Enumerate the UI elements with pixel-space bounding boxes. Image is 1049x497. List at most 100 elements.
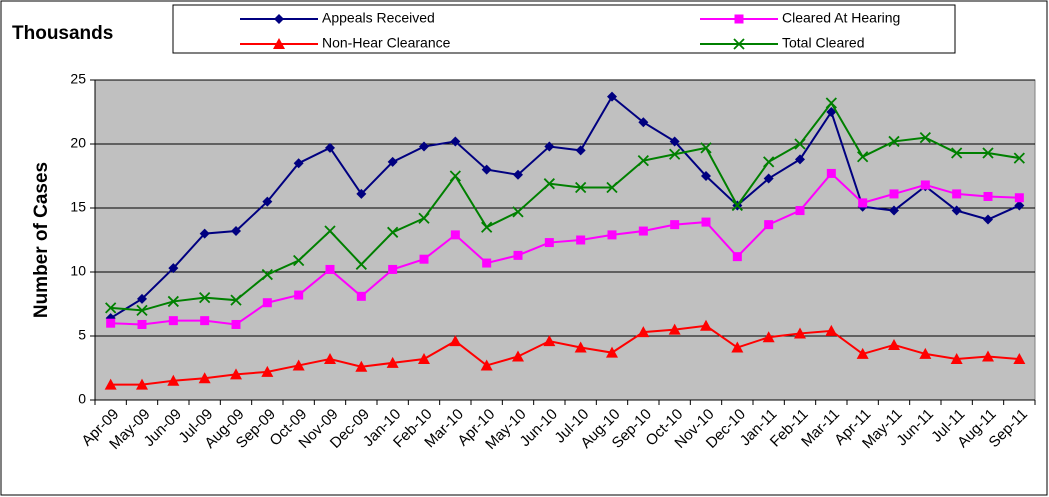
data-point [481, 164, 492, 175]
data-point [762, 331, 775, 343]
data-point [1014, 200, 1025, 211]
data-point [449, 170, 461, 182]
data-point [230, 368, 242, 380]
legend-label: Appeals Received [322, 10, 435, 26]
data-point [450, 230, 460, 240]
data-point [983, 191, 993, 201]
data-point [637, 326, 650, 338]
data-point [293, 254, 305, 267]
data-point [794, 138, 806, 150]
data-point [105, 302, 117, 314]
data-point [292, 359, 305, 371]
data-point [1013, 152, 1025, 164]
data-point [544, 141, 555, 152]
y-tick-label: 5 [78, 327, 86, 343]
y-tick-label: 10 [70, 263, 86, 279]
data-point [731, 341, 744, 353]
data-point [576, 235, 586, 245]
data-point [356, 188, 367, 199]
data-point [419, 254, 429, 264]
data-point [293, 158, 304, 169]
data-point [387, 226, 399, 238]
data-point [200, 316, 210, 326]
data-point [856, 347, 869, 359]
data-point [325, 142, 335, 153]
y-tick-label: 20 [70, 135, 86, 151]
data-point [294, 290, 304, 300]
data-point [950, 353, 963, 365]
data-point [888, 135, 900, 148]
data-point [794, 327, 806, 339]
data-point [513, 169, 523, 180]
data-point [638, 117, 649, 128]
data-point [231, 226, 241, 237]
data-point [137, 293, 147, 304]
data-point [450, 136, 461, 147]
data-point [638, 226, 648, 236]
data-point [637, 155, 649, 167]
data-point [167, 295, 179, 308]
data-point [325, 264, 335, 274]
data-point [700, 319, 712, 331]
data-point [606, 181, 618, 194]
data-point [137, 319, 147, 329]
data-point [951, 147, 963, 159]
legend-label: Cleared At Hearing [782, 10, 900, 26]
data-point [732, 252, 742, 262]
data-point [136, 378, 148, 390]
data-point [731, 199, 743, 212]
data-point [324, 353, 336, 365]
y-tick-label: 15 [70, 199, 86, 215]
data-point [262, 196, 273, 207]
data-point [386, 356, 399, 368]
data-point [826, 168, 836, 178]
data-point [418, 353, 430, 365]
data-point [199, 228, 210, 239]
legend-marker [273, 38, 285, 49]
data-point [481, 221, 493, 233]
legend-label: Non-Hear Clearance [322, 35, 451, 51]
data-point [480, 359, 493, 371]
data-point [825, 97, 837, 109]
data-point [418, 212, 430, 224]
data-point [670, 220, 680, 230]
legend-marker [733, 38, 745, 50]
data-point [482, 258, 492, 268]
data-point [168, 316, 178, 326]
data-point [324, 225, 336, 237]
data-point [607, 91, 617, 102]
y-tick-label: 25 [70, 71, 86, 87]
data-point [606, 346, 618, 358]
data-point [888, 338, 900, 350]
series-line [110, 95, 1020, 319]
data-point [262, 298, 272, 308]
data-point [1013, 353, 1026, 365]
legend-marker [274, 14, 284, 24]
data-point [199, 291, 211, 304]
data-point [763, 173, 774, 184]
data-point [167, 374, 180, 386]
data-point [701, 217, 711, 227]
data-point [355, 360, 368, 372]
legend-label: Total Cleared [782, 35, 865, 51]
data-point [231, 319, 241, 329]
y-tick-label: 0 [78, 391, 86, 407]
data-point [857, 151, 869, 163]
data-point [104, 378, 117, 390]
data-point [230, 294, 242, 306]
data-point [607, 230, 617, 240]
data-point [136, 304, 148, 317]
data-point [983, 214, 993, 225]
data-point [512, 350, 524, 362]
data-point [764, 220, 774, 230]
data-point [168, 263, 179, 274]
data-point [826, 107, 837, 117]
data-point [356, 291, 366, 301]
plot-area [94, 79, 1036, 401]
data-point [1014, 193, 1024, 203]
data-point [982, 147, 994, 159]
data-point [951, 205, 962, 216]
data-point [982, 350, 994, 362]
data-point [795, 206, 805, 216]
